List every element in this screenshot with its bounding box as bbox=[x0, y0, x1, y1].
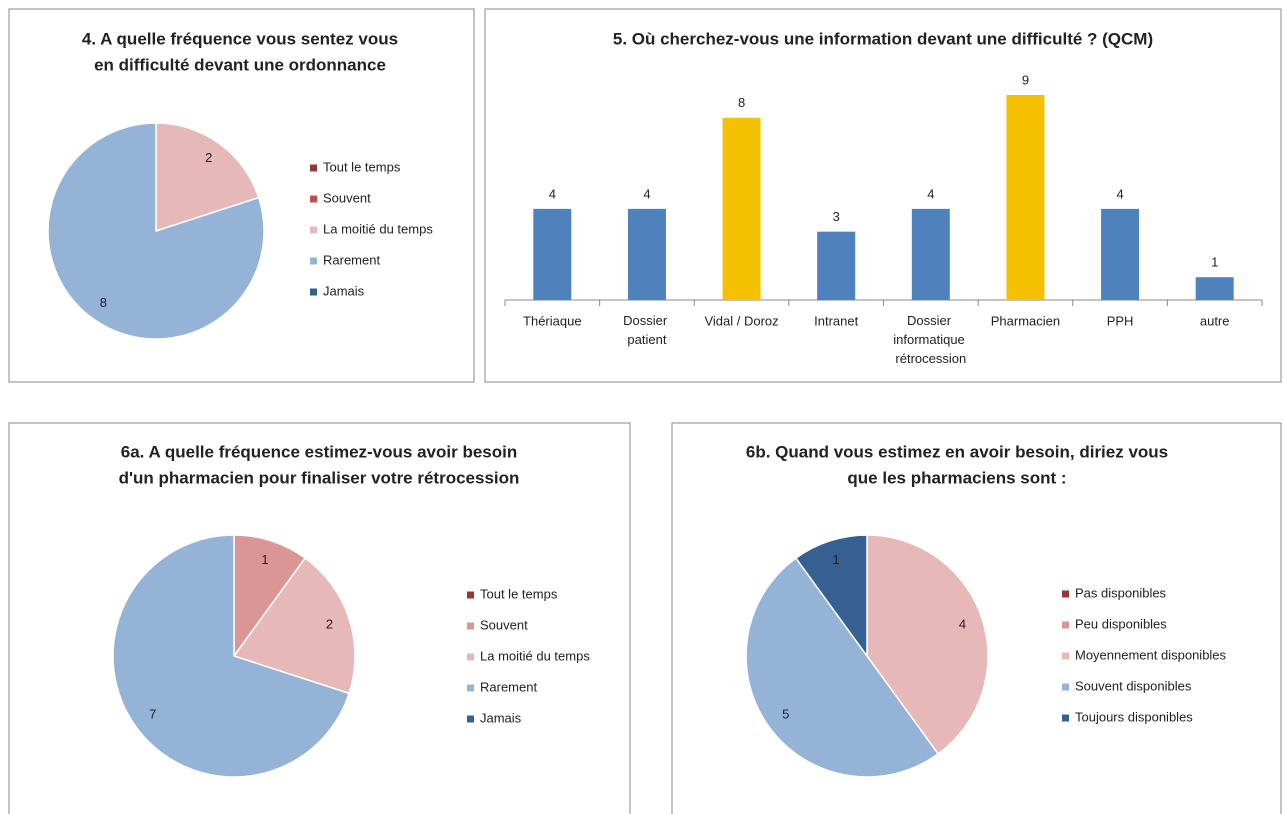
chart-title: d'un pharmacien pour finaliser votre rét… bbox=[119, 468, 520, 487]
bar bbox=[1006, 95, 1045, 300]
value-label: 4 bbox=[1116, 186, 1123, 201]
legend-label: Moyennement disponibles bbox=[1075, 647, 1227, 662]
x-tick-label: Intranet bbox=[814, 313, 858, 328]
bar bbox=[817, 231, 856, 300]
legend-label: Souvent disponibles bbox=[1075, 678, 1192, 693]
panel bbox=[484, 8, 1282, 383]
x-tick-label: Dossier informatique rétrocession bbox=[893, 313, 968, 366]
legend-label: Rarement bbox=[323, 252, 380, 267]
legend-label: Pas disponibles bbox=[1075, 585, 1167, 600]
pie-slice bbox=[233, 534, 307, 659]
slice-label: 2 bbox=[326, 616, 333, 631]
legend-swatch bbox=[310, 164, 317, 172]
x-tick-label: PPH bbox=[1107, 313, 1134, 328]
chart-title: que les pharmaciens sont : bbox=[847, 468, 1066, 487]
legend-swatch bbox=[310, 257, 317, 265]
pie-slice bbox=[155, 122, 260, 233]
slice-label: 1 bbox=[261, 552, 268, 567]
slice-label: 4 bbox=[959, 616, 966, 631]
legend-swatch bbox=[467, 622, 474, 630]
slice-label: 1 bbox=[832, 552, 839, 567]
value-label: 8 bbox=[738, 95, 745, 110]
value-label: 4 bbox=[549, 186, 556, 201]
legend-label: La moitié du temps bbox=[323, 221, 433, 236]
legend-swatch bbox=[1062, 621, 1069, 629]
bar bbox=[911, 208, 950, 300]
value-label: 3 bbox=[833, 209, 840, 224]
legend-swatch bbox=[1062, 590, 1069, 598]
bar bbox=[722, 117, 761, 301]
legend-swatch bbox=[1062, 652, 1069, 660]
legend-swatch bbox=[310, 226, 317, 234]
legend-swatch bbox=[467, 684, 474, 692]
x-tick-label: Vidal / Doroz bbox=[704, 313, 778, 328]
slice-label: 7 bbox=[149, 706, 156, 721]
legend-label: Jamais bbox=[323, 283, 365, 298]
value-label: 9 bbox=[1022, 72, 1029, 87]
value-label: 4 bbox=[927, 186, 934, 201]
bar bbox=[533, 208, 572, 300]
x-tick-label: autre bbox=[1200, 313, 1230, 328]
chart-title: 5. Où cherchez-vous une information deva… bbox=[613, 29, 1153, 48]
panel bbox=[8, 422, 631, 814]
slice-label: 8 bbox=[100, 295, 107, 310]
legend-swatch bbox=[1062, 683, 1069, 691]
legend-swatch bbox=[1062, 714, 1069, 722]
value-label: 1 bbox=[1211, 255, 1218, 270]
x-tick-label: Pharmacien bbox=[991, 313, 1060, 328]
panel bbox=[671, 422, 1282, 814]
slice-label: 2 bbox=[205, 150, 212, 165]
legend-swatch bbox=[467, 591, 474, 599]
legend-swatch bbox=[467, 653, 474, 661]
value-label: 4 bbox=[643, 186, 650, 201]
pie-slice bbox=[47, 122, 265, 340]
legend-label: Tout le temps bbox=[323, 159, 401, 174]
legend-label: Peu disponibles bbox=[1075, 616, 1167, 631]
bar bbox=[1195, 277, 1234, 300]
chart-title: 6a. A quelle fréquence estimez-vous avoi… bbox=[121, 442, 517, 461]
pie-slice bbox=[232, 557, 356, 695]
chart-title: 4. A quelle fréquence vous sentez vous bbox=[82, 29, 398, 48]
pie-slice bbox=[866, 534, 989, 755]
legend-label: Souvent bbox=[480, 617, 528, 632]
pie-slice bbox=[745, 557, 940, 778]
legend-label: Rarement bbox=[480, 679, 537, 694]
panel bbox=[8, 8, 475, 383]
legend-label: Souvent bbox=[323, 190, 371, 205]
pie-slice bbox=[794, 534, 868, 659]
x-tick-label: Dossier patient bbox=[623, 313, 671, 347]
legend-label: La moitié du temps bbox=[480, 648, 590, 663]
legend-swatch bbox=[310, 288, 317, 296]
slice-label: 5 bbox=[782, 706, 789, 721]
legend-swatch bbox=[467, 715, 474, 723]
x-tick-label: Thériaque bbox=[523, 313, 582, 328]
legend-label: Toujours disponibles bbox=[1075, 709, 1193, 724]
bar bbox=[627, 208, 666, 300]
legend-label: Tout le temps bbox=[480, 586, 558, 601]
legend-swatch bbox=[310, 195, 317, 203]
chart-title: 6b. Quand vous estimez en avoir besoin, … bbox=[746, 442, 1168, 461]
chart-title: en difficulté devant une ordonnance bbox=[94, 55, 386, 74]
bar bbox=[1101, 208, 1140, 300]
pie-slice bbox=[112, 534, 351, 778]
legend-label: Jamais bbox=[480, 710, 522, 725]
